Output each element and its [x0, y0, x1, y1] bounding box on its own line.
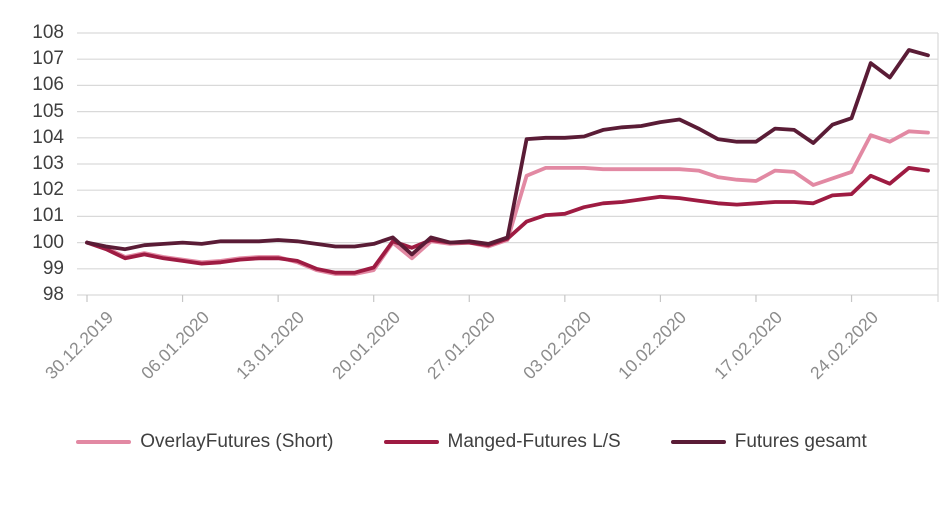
y-axis-label: 104 [32, 126, 64, 148]
y-axis-label: 102 [32, 179, 64, 201]
legend-item-manged-futures-ls: Manged-Futures L/S [383, 431, 621, 453]
legend-item-overlayfutures-short: OverlayFutures (Short) [76, 431, 334, 453]
series-line-manged-futures-l-s [85, 165, 930, 275]
y-axis-label: 98 [42, 284, 64, 305]
legend-label: Futures gesamt [734, 431, 867, 452]
y-axis-label: 101 [32, 205, 64, 227]
y-axis-label: 105 [32, 100, 64, 122]
y-axis-label: 106 [32, 74, 64, 96]
legend-line-swatch-crimson [383, 440, 439, 444]
y-axis-label: 100 [32, 231, 64, 253]
series-line-futures-gesamt [85, 48, 930, 257]
legend-line-swatch-maroon [670, 440, 726, 444]
y-axis-label: 103 [32, 153, 64, 174]
legend-label: Manged-Futures L/S [447, 431, 621, 452]
legend: OverlayFutures (Short) Manged-Futures L/… [0, 431, 943, 453]
y-axis-label: 99 [42, 257, 64, 279]
y-axis-label: 107 [32, 48, 64, 70]
legend-label: OverlayFutures (Short) [140, 431, 334, 452]
y-axis-label: 108 [32, 22, 64, 43]
legend-line-swatch-pink [76, 440, 132, 444]
legend-item-futures-gesamt: Futures gesamt [670, 431, 867, 453]
